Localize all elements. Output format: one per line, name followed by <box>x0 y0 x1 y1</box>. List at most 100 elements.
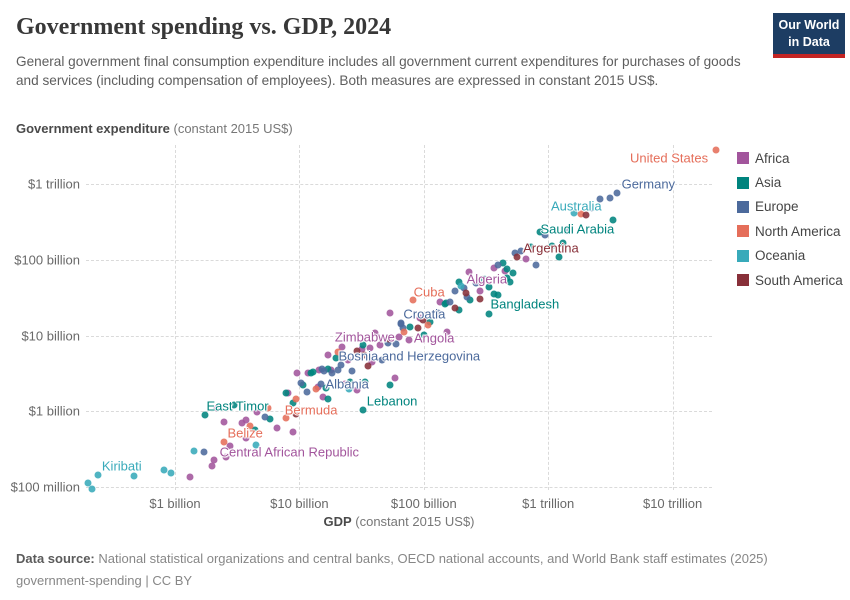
data-point[interactable] <box>386 381 394 389</box>
data-point[interactable] <box>503 265 511 273</box>
country-label-croatia[interactable]: Croatia <box>403 306 446 322</box>
data-point[interactable] <box>588 204 596 212</box>
data-point[interactable] <box>303 388 311 396</box>
data-point[interactable] <box>490 264 497 272</box>
data-point[interactable] <box>384 339 392 347</box>
data-point[interactable] <box>446 298 454 306</box>
country-label-saudi-arabia[interactable]: Saudi Arabia <box>540 221 615 237</box>
data-point[interactable] <box>324 351 332 359</box>
data-point[interactable] <box>596 195 604 203</box>
data-point[interactable] <box>371 329 379 337</box>
data-point[interactable] <box>293 369 301 377</box>
country-label-algeria[interactable]: Algeria <box>466 271 508 287</box>
data-point[interactable] <box>261 413 269 421</box>
data-point-saudi-arabia[interactable] <box>536 228 543 236</box>
data-point[interactable] <box>338 343 346 351</box>
data-point-cuba[interactable] <box>409 296 417 304</box>
data-point[interactable] <box>360 351 368 359</box>
data-point[interactable] <box>292 395 300 403</box>
country-label-zimbabwe[interactable]: Zimbabwe <box>334 329 395 345</box>
data-point-bermuda[interactable] <box>282 414 290 422</box>
data-point[interactable] <box>414 324 422 332</box>
data-point[interactable] <box>548 242 556 250</box>
data-point-central-african-republic[interactable] <box>210 456 218 464</box>
data-point-argentina[interactable] <box>513 253 521 261</box>
data-point[interactable] <box>522 255 530 263</box>
data-point[interactable] <box>463 293 471 301</box>
data-point[interactable] <box>252 441 260 449</box>
data-point[interactable] <box>476 295 484 302</box>
data-point[interactable] <box>322 384 329 392</box>
data-point[interactable] <box>346 378 354 386</box>
data-point[interactable] <box>359 341 367 349</box>
data-point[interactable] <box>320 367 328 375</box>
data-point[interactable] <box>609 216 617 224</box>
data-point[interactable] <box>466 296 474 304</box>
data-point[interactable] <box>485 283 492 291</box>
data-point[interactable] <box>353 347 361 355</box>
legend-item-asia[interactable]: Asia <box>737 170 843 194</box>
data-point[interactable] <box>509 269 517 277</box>
data-point[interactable] <box>289 399 297 407</box>
data-point[interactable] <box>186 473 194 481</box>
data-point[interactable] <box>400 328 408 336</box>
data-point[interactable] <box>451 287 459 295</box>
data-point[interactable] <box>353 386 361 394</box>
data-point[interactable] <box>309 368 317 376</box>
data-point[interactable] <box>436 298 444 306</box>
country-label-cuba[interactable]: Cuba <box>413 284 445 300</box>
legend-item-europe[interactable]: Europe <box>737 195 843 219</box>
data-point[interactable] <box>289 428 297 436</box>
data-point-east-timor[interactable] <box>230 401 237 409</box>
data-point[interactable] <box>511 249 519 257</box>
data-point[interactable] <box>292 410 300 418</box>
data-point-croatia[interactable] <box>397 319 405 327</box>
data-point[interactable] <box>455 306 463 314</box>
data-point-australia[interactable] <box>570 209 578 217</box>
data-point[interactable] <box>358 345 366 353</box>
data-point-kiribati[interactable] <box>94 471 102 479</box>
data-point[interactable] <box>208 462 216 470</box>
data-point[interactable] <box>490 290 497 298</box>
country-label-germany[interactable]: Germany <box>621 176 676 192</box>
data-point[interactable] <box>84 479 92 487</box>
data-point-lebanon[interactable] <box>359 406 367 414</box>
data-point[interactable] <box>242 434 250 442</box>
data-point[interactable] <box>455 278 463 286</box>
country-label-albania[interactable]: Albania <box>325 376 369 392</box>
data-point[interactable] <box>328 369 336 377</box>
data-point[interactable] <box>238 419 246 427</box>
data-point[interactable] <box>555 253 563 261</box>
data-point[interactable] <box>606 194 614 202</box>
data-point-zimbabwe[interactable] <box>395 333 403 341</box>
data-point[interactable] <box>282 389 290 397</box>
country-label-australia[interactable]: Australia <box>551 198 602 214</box>
legend-item-oceania[interactable]: Oceania <box>737 244 843 268</box>
data-point[interactable] <box>220 418 227 426</box>
data-point[interactable] <box>222 453 230 461</box>
data-point[interactable] <box>297 379 305 387</box>
country-label-angola[interactable]: Angola <box>413 330 455 346</box>
data-point[interactable] <box>213 404 221 412</box>
data-point[interactable] <box>167 469 175 477</box>
data-point[interactable] <box>88 485 96 493</box>
data-point[interactable] <box>253 408 261 416</box>
data-point[interactable] <box>424 321 431 329</box>
data-point[interactable] <box>160 466 168 474</box>
data-point[interactable] <box>312 385 320 393</box>
data-point[interactable] <box>532 261 540 269</box>
data-point-germany[interactable] <box>613 189 621 197</box>
data-point-bangladesh[interactable] <box>485 310 492 318</box>
data-point[interactable] <box>266 415 273 423</box>
data-point[interactable] <box>392 340 400 348</box>
data-point[interactable] <box>246 422 254 430</box>
data-point[interactable] <box>503 274 511 282</box>
data-point[interactable] <box>462 289 470 297</box>
data-point[interactable] <box>190 447 198 455</box>
data-point[interactable] <box>476 287 484 295</box>
data-point[interactable] <box>559 239 567 247</box>
data-point[interactable] <box>385 335 393 343</box>
data-point[interactable] <box>420 331 428 339</box>
data-point[interactable] <box>332 354 339 362</box>
data-point[interactable] <box>494 291 502 299</box>
